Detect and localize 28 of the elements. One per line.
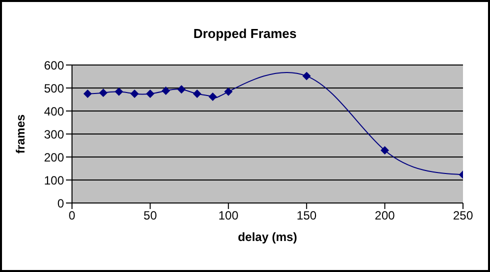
y-tick-label: 100 [44, 173, 64, 188]
point [99, 88, 108, 97]
point [84, 90, 92, 98]
x-tick-label: 100 [218, 208, 239, 223]
y-tick-label: 0 [57, 196, 64, 210]
point [146, 90, 154, 98]
x-tick-label: 200 [374, 208, 396, 223]
point [114, 88, 123, 96]
point [224, 88, 232, 96]
x-tick-label: 0 [68, 208, 76, 223]
y-tick-label: 300 [44, 127, 64, 142]
x-tick-label: 250 [452, 208, 474, 223]
y-tick-label: 200 [44, 150, 64, 164]
point [130, 90, 139, 98]
point [177, 85, 186, 94]
point [380, 146, 389, 154]
y-tick-label: 500 [44, 81, 64, 96]
point [193, 90, 202, 98]
point [162, 86, 170, 95]
y-tick-label: 400 [44, 104, 64, 118]
point [302, 72, 311, 80]
chart-title: Dropped Frames [192, 26, 298, 41]
y-tick-label: 600 [44, 58, 64, 72]
y-axis-title: frames [13, 114, 28, 154]
x-axis-title: delay (ms) [238, 230, 298, 244]
x-tick-label: 50 [144, 208, 158, 223]
point [208, 92, 217, 101]
x-tick-label: 150 [296, 208, 317, 223]
